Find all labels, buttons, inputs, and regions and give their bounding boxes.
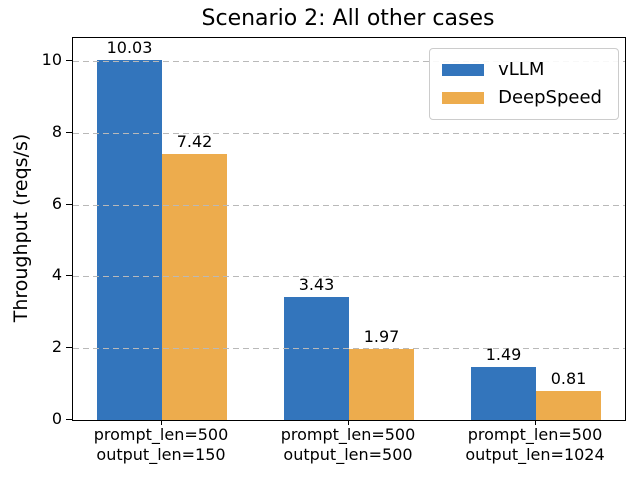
ytick-mark-4 [66,275,72,276]
legend: vLLM DeepSpeed [429,48,619,120]
bar-deepspeed-group3 [536,391,601,420]
ytick-label-0: 0 [51,409,62,428]
bar-value-deepspeed-group3: 0.81 [550,369,587,388]
bar-value-vllm-group1: 10.03 [106,38,153,57]
bar-value-vllm-group3: 1.49 [485,345,522,364]
bar-vllm-group2 [284,297,349,420]
y-axis-label: Throughput (reqs/s) [10,133,32,323]
legend-item-deepspeed: DeepSpeed [442,84,606,112]
xtick-mark-group3 [535,420,536,425]
bar-vllm-group1 [97,60,162,420]
gridline-y-8 [73,133,625,134]
ytick-label-10: 10 [41,50,62,69]
gridline-y-2 [73,348,625,349]
bar-vllm-group3 [471,367,536,420]
ytick-mark-0 [66,419,72,420]
ytick-label-4: 4 [51,265,62,284]
legend-label-vllm: vLLM [498,59,545,80]
legend-label-deepspeed: DeepSpeed [498,87,602,108]
gridline-y-10 [73,61,625,62]
ytick-mark-10 [66,60,72,61]
ytick-mark-2 [66,347,72,348]
bar-value-deepspeed-group1: 7.42 [176,132,213,151]
ytick-mark-8 [66,132,72,133]
ytick-label-8: 8 [51,122,62,141]
bar-deepspeed-group1 [162,154,227,420]
xtick-label-group3: prompt_len=500 output_len=1024 [465,425,605,464]
xtick-label-group2: prompt_len=500 output_len=500 [280,425,416,464]
bar-value-vllm-group2: 3.43 [298,275,335,294]
xtick-mark-group2 [348,420,349,425]
bar-value-deepspeed-group2: 1.97 [363,327,400,346]
ytick-label-2: 2 [51,337,62,356]
plot-area: 10.03 3.43 1.49 7.42 1.97 0.81 vLLM DeepSpeed [72,37,626,421]
legend-swatch-vllm [442,64,485,76]
ytick-mark-6 [66,204,72,205]
legend-item-vllm: vLLM [442,56,606,84]
bar-deepspeed-group2 [349,349,414,420]
gridline-y-6 [73,205,625,206]
chart-title: Scenario 2: All other cases [201,6,495,31]
xtick-mark-group1 [161,420,162,425]
xtick-label-group1: prompt_len=500 output_len=150 [93,425,229,464]
legend-swatch-deepspeed [442,92,485,104]
ytick-label-6: 6 [51,194,62,213]
gridline-y-4 [73,276,625,277]
